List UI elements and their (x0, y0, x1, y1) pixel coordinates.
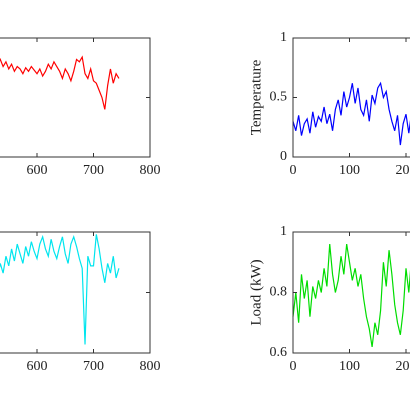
x-tick-label: 200 (396, 163, 410, 178)
x-tick-label: 200 (396, 359, 410, 374)
axes-frame (0, 37, 151, 158)
y-tick-label: 1 (280, 224, 287, 239)
y-tick-label: 0.8 (270, 285, 288, 300)
axes: 60070080000.51 (0, 231, 161, 374)
y-axis-label: Load (kW) (248, 259, 264, 325)
y-tick-label: 0 (280, 149, 287, 164)
y-tick-label: 0.5 (270, 90, 288, 105)
x-tick-label: 100 (339, 359, 360, 374)
y-tick-label: 1 (280, 30, 287, 45)
data-line (0, 234, 120, 345)
data-line (0, 55, 120, 110)
axes-frame (292, 231, 410, 354)
x-tick-label: 600 (27, 163, 48, 178)
x-tick-label: 800 (140, 163, 161, 178)
data-line (292, 244, 410, 348)
data-line (292, 81, 410, 146)
axes: 0 100 200 0.6 0.8 1 Load (kW) (248, 224, 410, 374)
x-tick-label: 600 (27, 359, 48, 374)
x-tick-label: 700 (83, 359, 104, 374)
axes-frame (292, 37, 410, 158)
axes-frame (0, 231, 151, 354)
y-axis-label: Temperature (248, 59, 264, 135)
y-tick-label: 0.6 (270, 345, 288, 360)
axes: 60070080000.51 (0, 37, 161, 178)
x-tick-label: 0 (290, 359, 297, 374)
x-tick-label: 700 (83, 163, 104, 178)
x-tick-label: 800 (140, 359, 161, 374)
axes: 0 100 200 0 0.5 1 Temperature (248, 30, 410, 178)
x-tick-label: 0 (290, 163, 297, 178)
x-tick-label: 100 (339, 163, 360, 178)
